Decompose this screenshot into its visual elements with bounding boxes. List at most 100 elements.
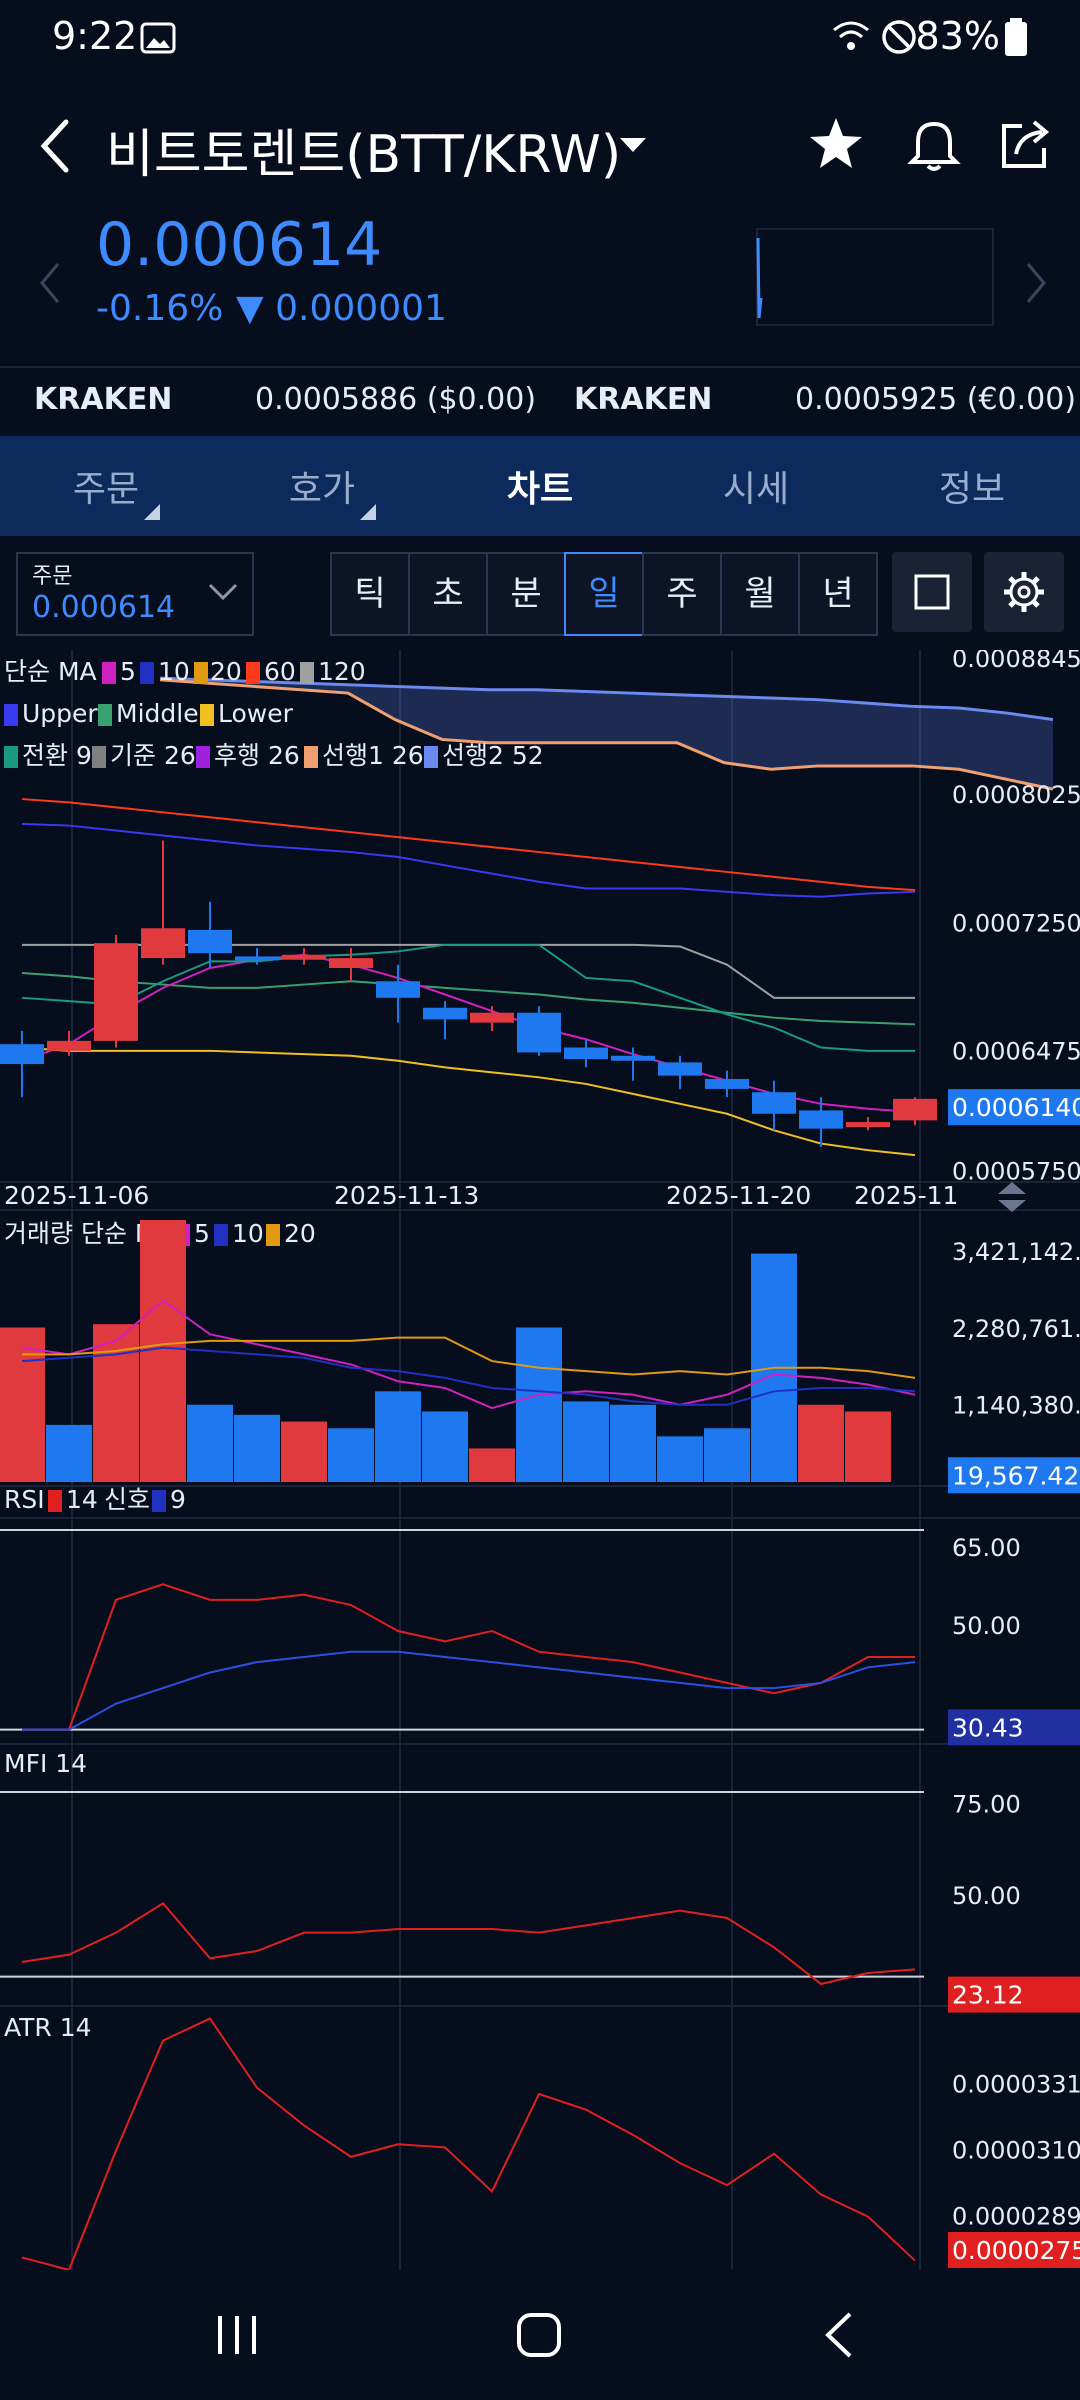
order-price-select[interactable]: 주문 0.000614	[16, 552, 254, 636]
y-axis-tick-label: 0.0006475	[952, 1038, 1080, 1066]
tab-corner-icon	[144, 504, 160, 520]
nav-back-icon[interactable]	[820, 2310, 860, 2360]
star-icon[interactable]	[806, 114, 866, 174]
tab-orderbook[interactable]: 호가	[288, 469, 356, 510]
volume-legend-item: 10	[232, 1219, 264, 1248]
legend-swatch	[102, 662, 116, 684]
last-value-badge	[948, 2232, 1080, 2268]
legend-swatch	[424, 746, 438, 768]
exchange-price-bar: KRAKEN 0.0005886 ($0.00) KRAKEN 0.000592…	[0, 366, 1080, 436]
ichimoku-cloud	[160, 678, 1053, 790]
order-box-value: 0.000614	[32, 590, 176, 625]
candle-body	[376, 981, 420, 998]
gallery-icon	[140, 22, 176, 54]
exchange-price: 0.0005886 ($0.00)	[255, 382, 537, 417]
tab-corner-icon	[360, 504, 376, 520]
timeframe-month[interactable]: 월	[720, 552, 800, 636]
candle-body	[705, 1078, 749, 1089]
timeframe-day[interactable]: 일	[564, 552, 644, 636]
last-value-label: 19,567.422	[952, 1461, 1080, 1490]
chart-settings-button[interactable]	[984, 552, 1064, 632]
recent-apps-icon[interactable]	[212, 2310, 262, 2360]
tab-quotes[interactable]: 시세	[722, 469, 790, 510]
tab-info[interactable]: 정보	[938, 469, 1006, 510]
candle-body	[235, 956, 279, 961]
timeframe-year[interactable]: 년	[798, 552, 878, 636]
coin-header: 비트토렌트(BTT/KRW) 0.000614 -0.16% ▼ 0.00000…	[0, 76, 1080, 366]
volume-bar	[234, 1414, 280, 1482]
y-axis-tick-label: 50.00	[952, 1882, 1021, 1910]
legend-swatch	[98, 704, 112, 726]
candle-body	[611, 1055, 655, 1061]
legend-swatch	[92, 746, 106, 768]
legend-swatch	[300, 662, 314, 684]
tab-chart[interactable]: 차트	[506, 469, 574, 510]
x-axis-tick-label: 2025-11-06	[4, 1181, 149, 1210]
chart-area[interactable]: 단순 MA 5 10 20 60 120 Upper Middle Lower …	[0, 645, 1080, 2272]
rsi-legend-item: 14	[66, 1485, 98, 1514]
volume-legend-item: 5	[194, 1219, 210, 1248]
volume-ma5-line	[21, 1299, 916, 1410]
prev-coin-icon[interactable]	[34, 258, 64, 308]
dropdown-icon[interactable]	[618, 134, 648, 156]
exchange-name: KRAKEN	[574, 382, 713, 417]
last-value-badge	[948, 1457, 1080, 1494]
ma-legend-item: 5	[120, 657, 136, 686]
last-value-label: 23.12	[952, 1981, 1024, 2010]
last-value-badge	[948, 1976, 1080, 2013]
y-axis-tick-label: 65.00	[952, 1534, 1021, 1562]
share-icon[interactable]	[996, 114, 1056, 174]
timeframe-minute[interactable]: 분	[486, 552, 566, 636]
ma5-line	[21, 953, 916, 1114]
home-icon[interactable]	[514, 2310, 564, 2360]
ichimoku-legend-item: 선행1 26	[322, 741, 424, 770]
volume-ma10-line	[21, 1346, 916, 1406]
main-tabs: 주문 호가 차트 시세 정보	[0, 436, 1080, 536]
coin-title[interactable]: 비트토렌트(BTT/KRW)	[106, 125, 622, 185]
chart-layout-button[interactable]	[892, 552, 972, 632]
atr-line	[21, 2017, 916, 2272]
atr-legend: ATR 14	[4, 2013, 92, 2042]
back-icon[interactable]	[36, 116, 76, 176]
timeframe-week[interactable]: 주	[642, 552, 722, 636]
y-axis-tick-label: 0.0000289	[952, 2203, 1080, 2231]
candle-body	[329, 958, 373, 968]
chart-toolbar: 주문 0.000614 틱 초 분 일 주 월 년	[0, 536, 1080, 646]
tab-order[interactable]: 주문	[72, 469, 140, 510]
chart-canvas[interactable]: 단순 MA 5 10 20 60 120 Upper Middle Lower …	[0, 645, 1080, 2272]
bb-legend-item: Middle	[116, 699, 199, 728]
battery-icon	[1005, 18, 1027, 56]
timeframe-second[interactable]: 초	[408, 552, 488, 636]
do-not-disturb-icon	[882, 20, 916, 54]
legend-swatch	[214, 1224, 228, 1246]
legend-swatch	[48, 1490, 62, 1512]
volume-bar	[657, 1436, 703, 1482]
rsi-signal-line	[22, 1650, 916, 1731]
legend-swatch	[200, 704, 214, 726]
exchange-price: 0.0005925 (€0.00)	[795, 382, 1077, 417]
timeframe-tick[interactable]: 틱	[330, 552, 410, 636]
volume-bar	[422, 1411, 468, 1482]
mfi-line	[21, 1902, 916, 1986]
bb-lower-line	[21, 1046, 916, 1157]
ichimoku-legend-item: 선행2 52	[442, 741, 544, 770]
candle-body	[423, 1007, 467, 1020]
volume-legend-item: 20	[284, 1219, 316, 1248]
legend-swatch	[194, 662, 208, 684]
volume-bar	[845, 1411, 891, 1482]
volume-bar	[46, 1424, 92, 1482]
ichimoku-legend-item: 기준 26	[110, 741, 196, 770]
volume-bar	[798, 1404, 844, 1482]
volume-bar	[516, 1327, 562, 1482]
volume-ma20-line	[22, 1336, 916, 1379]
next-coin-icon[interactable]	[1022, 258, 1052, 308]
chevron-down-icon	[208, 583, 238, 601]
candle-body	[141, 928, 185, 959]
bell-icon[interactable]	[904, 114, 964, 174]
y-axis-tick-label: 0.0000331	[952, 2071, 1080, 2099]
wifi-icon	[833, 21, 869, 50]
ma-legend: 단순 MA 5 10 20 60 120	[4, 657, 366, 686]
y-axis-tick-label: 0.0005750	[952, 1158, 1080, 1186]
volume-bar	[140, 1220, 186, 1482]
y-axis-tick-label: 0.0007250	[952, 909, 1080, 937]
